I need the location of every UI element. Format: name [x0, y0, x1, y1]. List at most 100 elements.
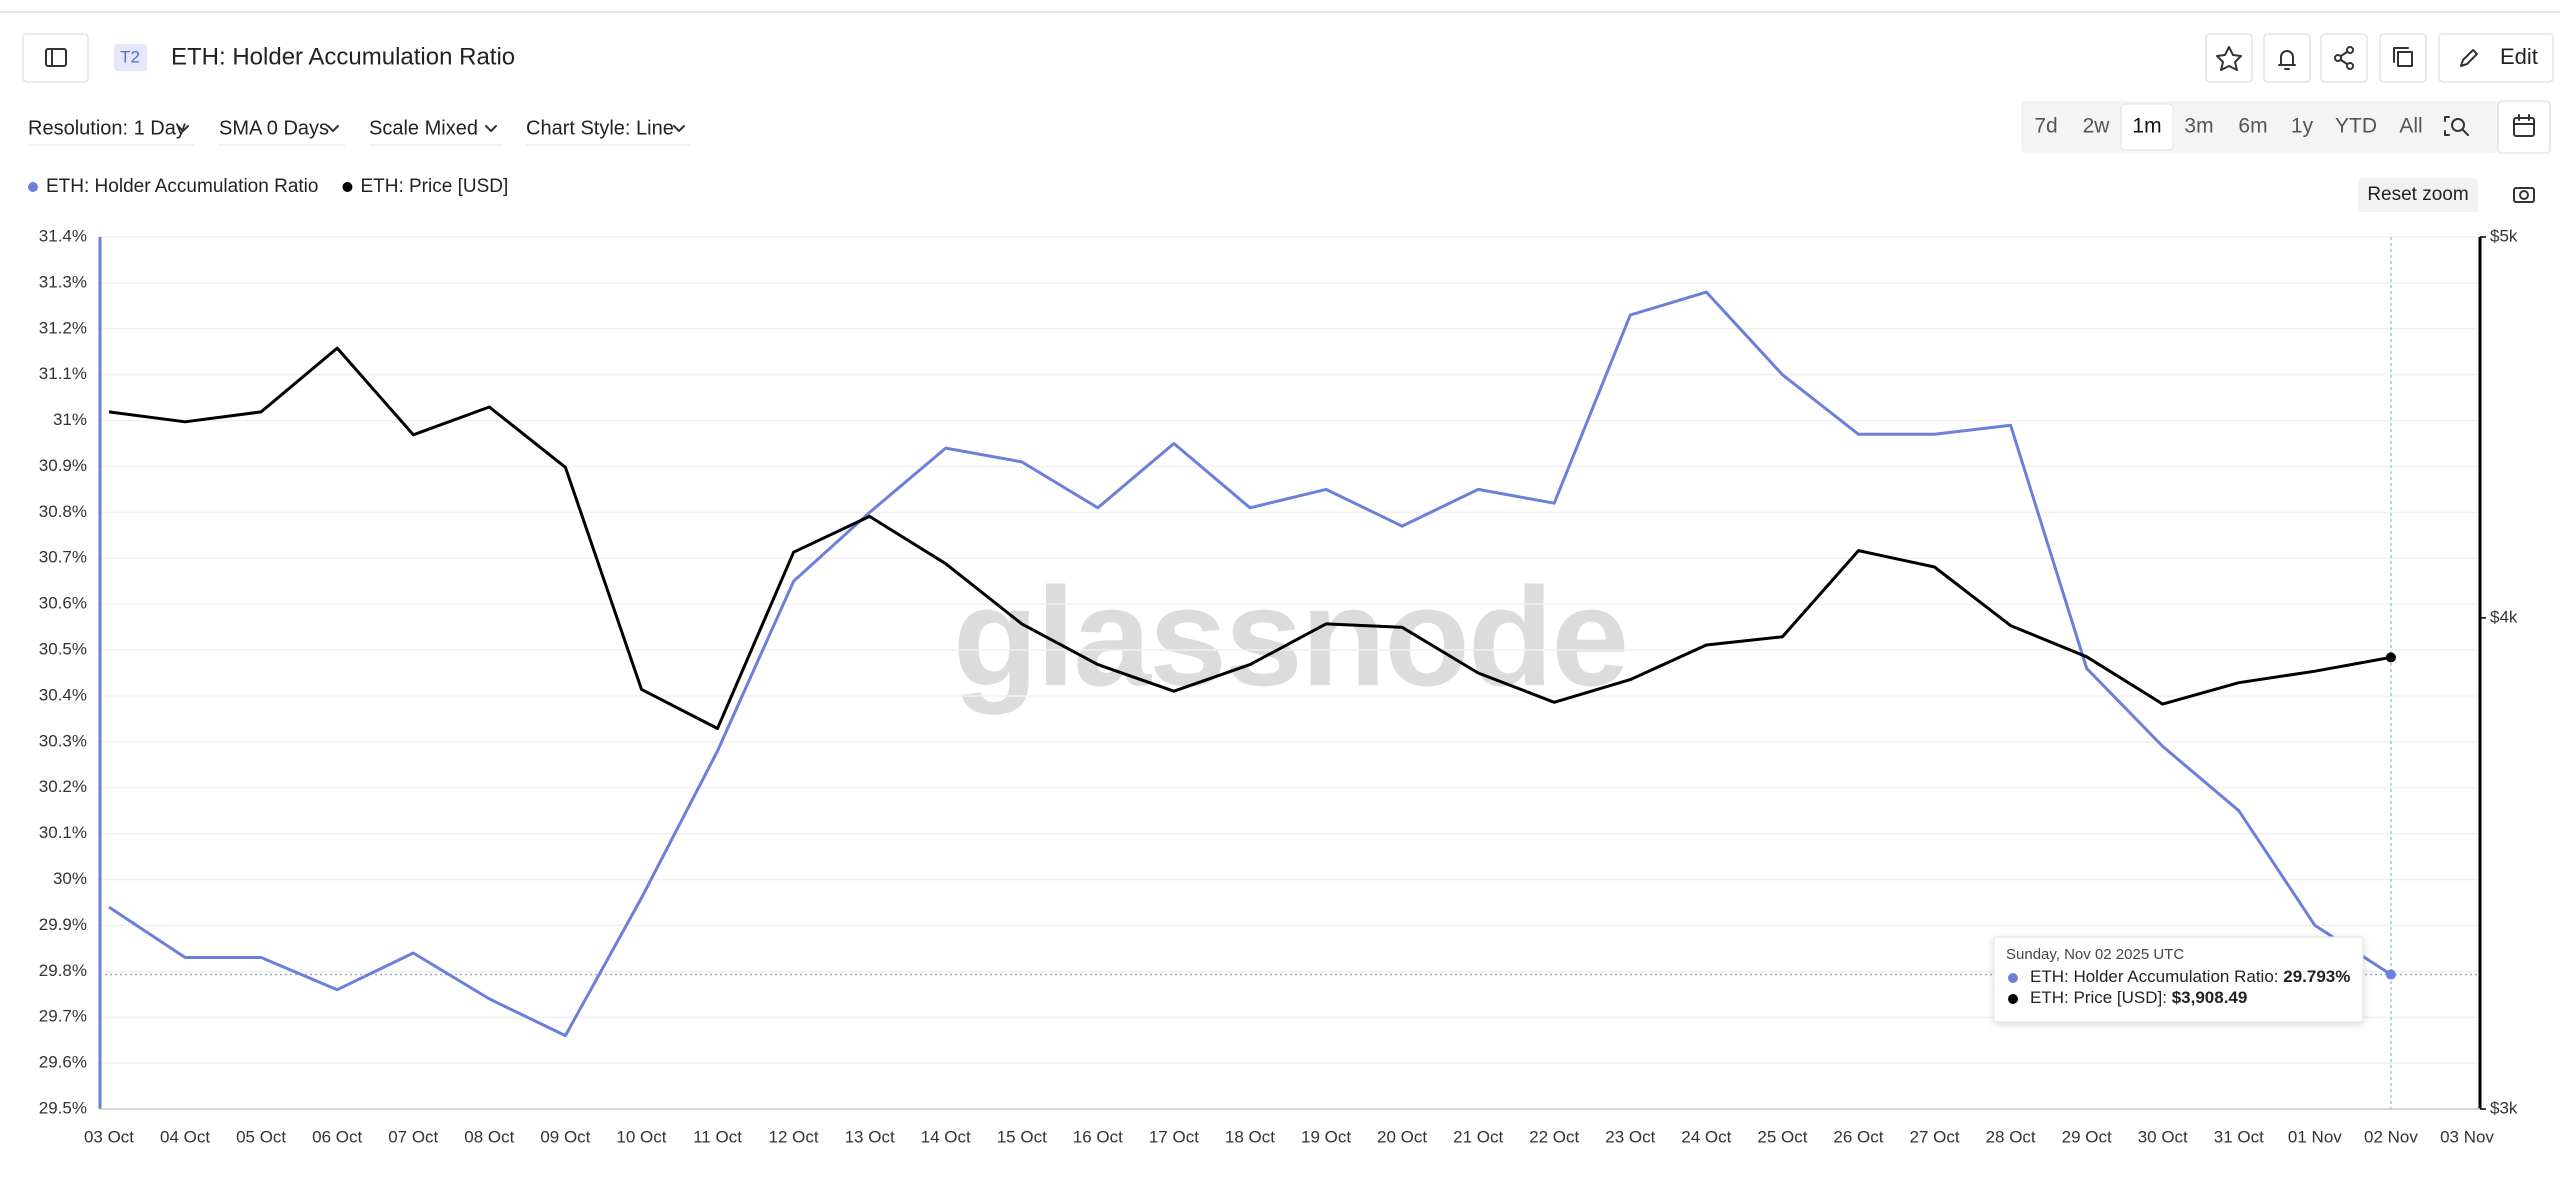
range-label: 6m — [2238, 115, 2267, 138]
sidebar-toggle[interactable] — [22, 33, 89, 83]
tooltip-name: ETH: Holder Accumulation Ratio: — [2030, 967, 2279, 986]
legend-label: ETH: Holder Accumulation Ratio — [46, 176, 318, 197]
y-tick-label: 29.7% — [39, 1007, 87, 1026]
sma: SMA 0 Days — [219, 117, 329, 139]
x-tick-label: 18 Oct — [1225, 1127, 1275, 1146]
y-tick-label: 30.8% — [39, 502, 87, 521]
copy-button[interactable] — [2379, 33, 2427, 83]
tooltip-date: Sunday, Nov 02 2025 UTC — [2006, 946, 2184, 963]
y-tick-label: 31.4% — [39, 226, 87, 245]
x-tick-label: 19 Oct — [1301, 1127, 1351, 1146]
y-tick-label: 29.6% — [39, 1053, 87, 1072]
badge: T2 — [120, 47, 140, 66]
y-tick-label: 31.3% — [39, 272, 87, 291]
tooltip: Sunday, Nov 02 2025 UTC ETH: Holder Accu… — [1993, 936, 2364, 1023]
range-button[interactable]: 2w — [2083, 115, 2111, 138]
share-button[interactable] — [2320, 33, 2368, 83]
range-selected — [2120, 103, 2174, 151]
y-tick-label: 30.6% — [39, 594, 87, 613]
y-tick-label: 31% — [53, 410, 87, 429]
scale-dropdown[interactable]: Scale Mixed — [369, 117, 503, 146]
chart-style: Chart Style: Line — [526, 117, 674, 139]
y-tick-label: 30.3% — [39, 731, 87, 750]
y2-tick-label: $5k — [2490, 226, 2518, 245]
chart-style-dropdown[interactable]: Chart Style: Line — [526, 117, 690, 146]
legend-dot — [342, 182, 353, 192]
y2-tick-label: $3k — [2490, 1098, 2518, 1117]
x-tick-label: 29 Oct — [2062, 1127, 2112, 1146]
tooltip-name: ETH: Price [USD]: — [2030, 988, 2167, 1007]
hover-point — [2385, 652, 2396, 663]
sma-dropdown[interactable]: SMA 0 Days — [219, 117, 345, 146]
x-tick-label: 28 Oct — [1986, 1127, 2036, 1146]
x-tick-label: 04 Oct — [160, 1127, 210, 1146]
tooltip-dot — [2008, 973, 2018, 983]
range-button[interactable]: 3m — [2184, 115, 2213, 138]
x-tick-label: 24 Oct — [1681, 1127, 1731, 1146]
x-tick-label: 08 Oct — [464, 1127, 514, 1146]
range-button[interactable]: 1y — [2291, 115, 2314, 138]
x-tick-label: 11 Oct — [693, 1127, 742, 1146]
range-button[interactable]: 6m — [2238, 115, 2267, 138]
camera-button[interactable] — [2513, 187, 2535, 203]
range-label: 1m — [2132, 115, 2161, 138]
hover-point — [2385, 969, 2396, 980]
x-tick-label: 16 Oct — [1073, 1127, 1123, 1146]
resolution: Resolution: 1 Day — [28, 117, 186, 139]
y-tick-label: 31.1% — [39, 364, 87, 383]
y-tick-label: 29.5% — [39, 1098, 87, 1117]
series-line — [108, 290, 2392, 1038]
x-tick-label: 12 Oct — [769, 1127, 819, 1146]
range-label: YTD — [2335, 115, 2377, 138]
legend-label: ETH: Price [USD] — [360, 176, 508, 197]
range-label: All — [2399, 115, 2422, 138]
edit-button[interactable]: Edit — [2438, 33, 2554, 83]
x-tick-label: 03 Oct — [84, 1127, 134, 1146]
tooltip-dot — [2008, 994, 2018, 1004]
tooltip-value: $3,908.49 — [2172, 988, 2248, 1007]
x-tick-label: 25 Oct — [1757, 1127, 1807, 1146]
reset-zoom-label: Reset zoom — [2367, 184, 2468, 205]
tooltip-value: 29.793% — [2283, 967, 2350, 986]
zoom-select[interactable] — [2444, 116, 2469, 136]
legend-dot — [28, 182, 38, 192]
x-tick-label: 27 Oct — [1910, 1127, 1960, 1146]
y-tick-label: 30.1% — [39, 823, 87, 842]
y-tick-label: 30.9% — [39, 456, 87, 475]
range-label: 2w — [2083, 115, 2111, 138]
badge-bg — [114, 44, 147, 71]
x-tick-label: 05 Oct — [236, 1127, 286, 1146]
series-line — [108, 346, 2392, 730]
range-button[interactable]: All — [2399, 115, 2422, 138]
x-tick-label: 10 Oct — [616, 1127, 666, 1146]
x-tick-label: 01 Nov — [2288, 1127, 2342, 1146]
x-tick-label: 02 Nov — [2364, 1127, 2418, 1146]
y-tick-label: 30.4% — [39, 685, 87, 704]
calendar-button[interactable] — [2497, 100, 2551, 154]
star-button[interactable] — [2205, 33, 2253, 83]
resolution-dropdown[interactable]: Resolution: 1 Day — [28, 117, 195, 146]
x-tick-label: 20 Oct — [1377, 1127, 1427, 1146]
range-button[interactable]: 7d — [2034, 115, 2057, 138]
x-tick-label: 03 Nov — [2440, 1127, 2494, 1146]
x-tick-label: 17 Oct — [1149, 1127, 1199, 1146]
x-tick-label: 14 Oct — [921, 1127, 971, 1146]
x-tick-label: 07 Oct — [388, 1127, 438, 1146]
y-tick-label: 29.9% — [39, 915, 87, 934]
x-tick-label: 31 Oct — [2214, 1127, 2264, 1146]
range-button[interactable]: 1m — [2120, 103, 2174, 151]
scale: Scale Mixed — [369, 117, 478, 139]
y-tick-label: 31.2% — [39, 318, 87, 337]
y-tick-label: 30% — [53, 869, 87, 888]
reset-zoom[interactable]: Reset zoom — [2358, 178, 2478, 212]
alert-button[interactable] — [2263, 33, 2311, 83]
range-button[interactable]: YTD — [2335, 115, 2377, 138]
x-tick-label: 26 Oct — [1833, 1127, 1883, 1146]
range-label: 3m — [2184, 115, 2213, 138]
tooltip-row: ETH: Price [USD]: $3,908.49 — [2030, 988, 2247, 1007]
y-tick-label: 30.2% — [39, 777, 87, 796]
x-tick-label: 30 Oct — [2138, 1127, 2188, 1146]
y2-tick-label: $4k — [2490, 607, 2518, 626]
range-label: 1y — [2291, 115, 2314, 138]
